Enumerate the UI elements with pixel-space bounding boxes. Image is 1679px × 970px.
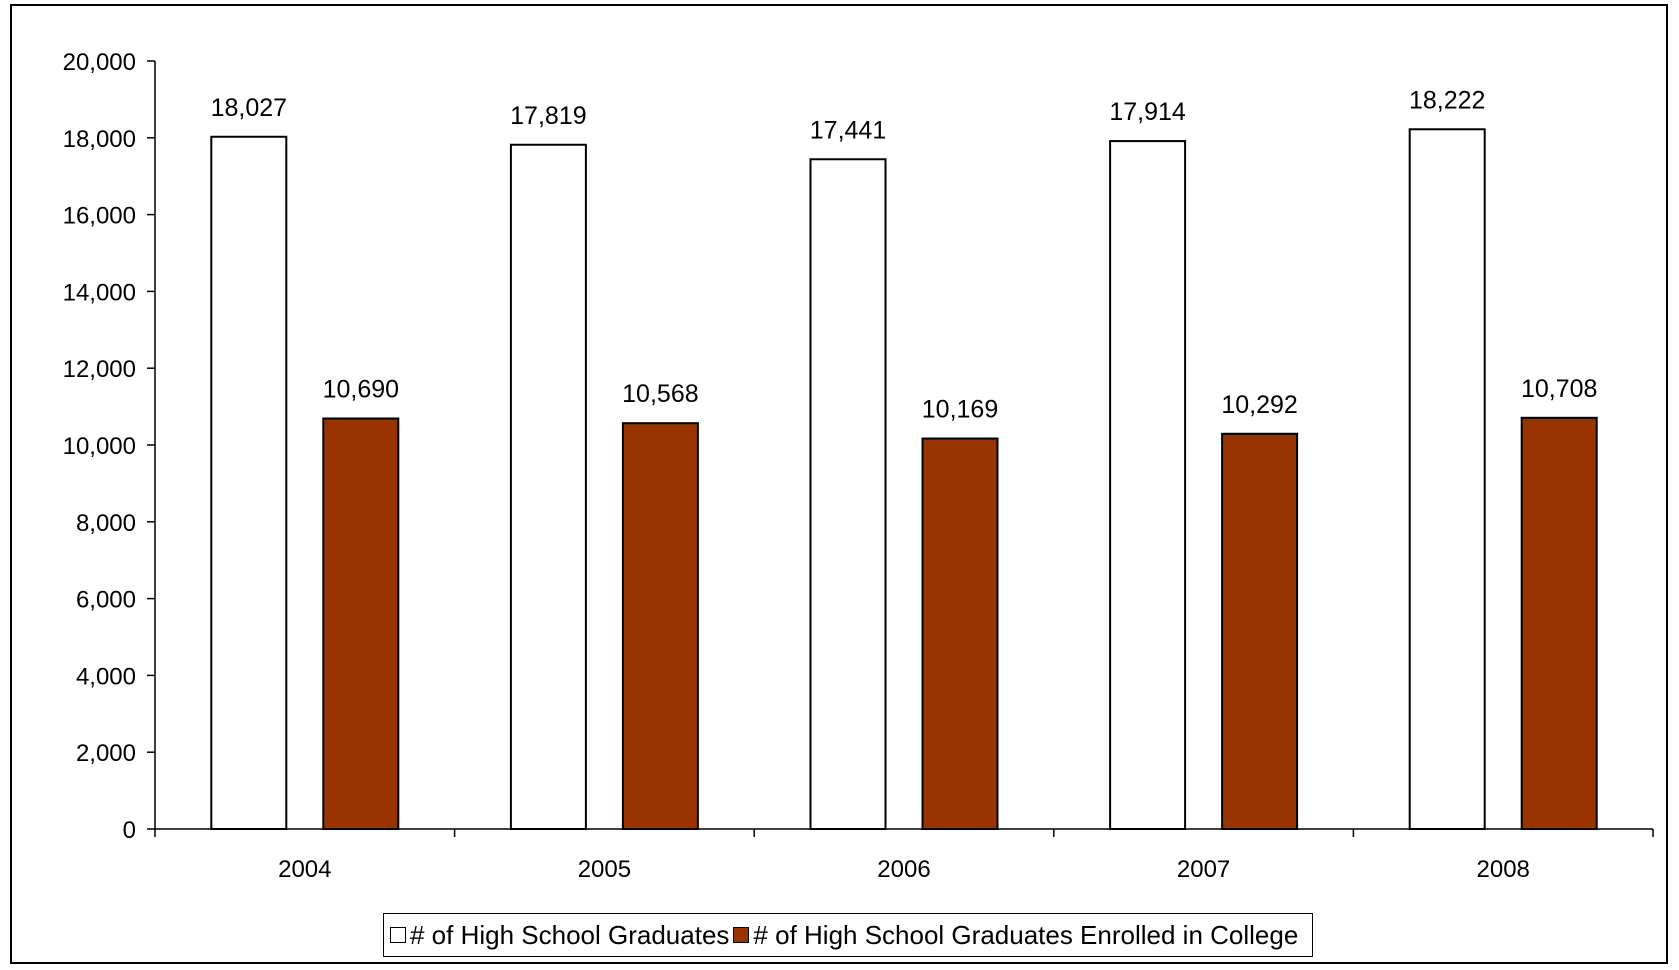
data-labels: 18,027 17,819 17,441 17,914 18,222 10,690 10,5… [211,86,1598,423]
data-label: 10,708 [1521,375,1597,403]
y-axis-ticks: 0 2,000 4,000 6,000 8,000 10,000 12,000 14,000 1… [63,49,155,844]
legend-label-graduates: # of High School Graduates [410,919,730,950]
x-tick-label: 2005 [578,856,631,883]
y-tick-label: 12,000 [63,356,136,383]
data-label: 10,169 [922,396,998,424]
x-tick-label: 2008 [1477,856,1530,883]
data-label: 17,819 [510,102,586,130]
bar-graduates [809,158,887,830]
data-label: 10,292 [1221,391,1297,419]
data-label: 17,914 [1109,98,1186,126]
bar-enrolled [1520,416,1598,830]
y-tick-label: 8,000 [76,510,136,537]
y-tick-label: 18,000 [63,126,136,153]
legend: # of High School Graduates # of High Sch… [383,913,1314,957]
legend-label-enrolled: # of High School Graduates Enrolled in C… [753,919,1299,950]
y-tick-label: 4,000 [76,663,136,690]
bar-enrolled [322,417,400,830]
bar-graduates [210,135,288,831]
y-tick-label: 16,000 [63,203,136,230]
data-label: 10,568 [622,380,698,408]
legend-item-graduates: # of High School Graduates [390,920,729,951]
bar-enrolled [621,422,699,830]
bar-enrolled [1221,432,1299,830]
bars [210,128,1598,831]
legend-item-enrolled: # of High School Graduates Enrolled in C… [733,920,1298,951]
data-label: 18,027 [211,94,287,122]
bar-graduates [1109,140,1187,830]
legend-swatch-enrolled [733,927,750,943]
legend-swatch-graduates [390,927,406,943]
bar-graduates [509,143,587,830]
y-tick-label: 0 [123,817,136,844]
x-tick-label: 2007 [1177,856,1230,883]
y-tick-label: 20,000 [63,49,136,76]
data-label: 10,690 [323,376,399,404]
x-tick-label: 2006 [877,856,930,883]
y-tick-label: 10,000 [63,433,136,460]
y-tick-label: 2,000 [76,740,136,767]
data-label: 18,222 [1409,86,1485,114]
y-tick-label: 14,000 [63,279,136,306]
data-label: 17,441 [810,116,886,144]
bar-enrolled [921,437,999,830]
bar-graduates [1408,128,1486,830]
x-axis-ticks: 2004 2005 2006 2007 2008 [154,829,1654,883]
x-tick-label: 2004 [278,856,331,883]
y-tick-label: 6,000 [76,587,136,614]
